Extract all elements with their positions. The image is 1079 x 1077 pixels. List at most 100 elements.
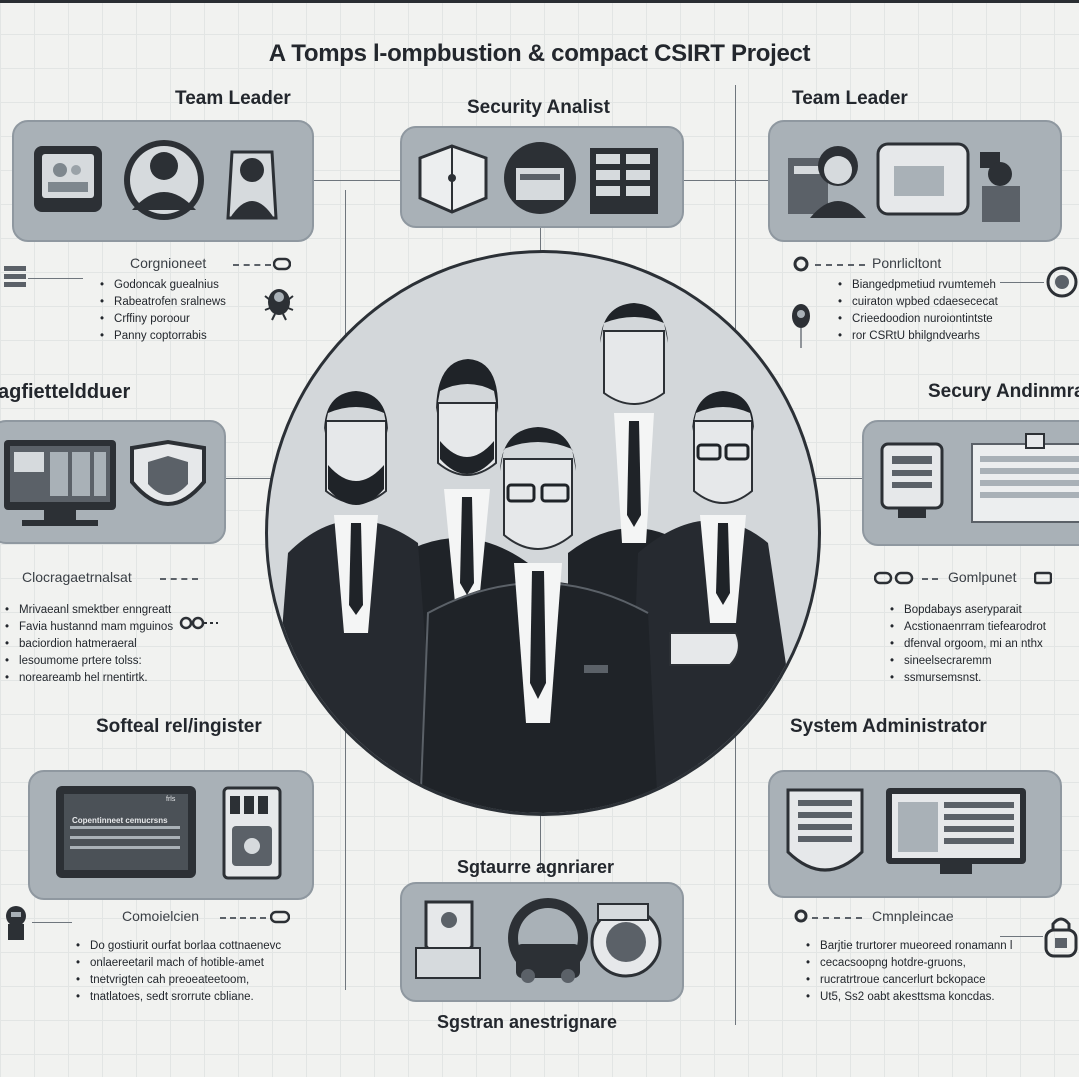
list-item: baciordion hatmeraeral: [5, 636, 173, 653]
connector-top-left: [310, 180, 400, 181]
role-top-center: Security Analist: [467, 97, 610, 118]
panel-mid-left: [0, 420, 226, 544]
gear-icon: [793, 256, 809, 272]
dash-top-right: [815, 264, 865, 266]
dash-low-left: [220, 917, 266, 919]
role-mid-left: agfietteldduer: [0, 381, 131, 403]
list-item: Crieedoodion nuroiontintste: [838, 311, 998, 328]
list-item: Ut5, Ss2 oabt akesttsma koncdas.: [806, 989, 1012, 1006]
chip-icon: [1034, 571, 1052, 585]
connector-mid-left: [225, 478, 275, 479]
workstation-illustration: [34, 140, 278, 220]
connector-icon-top-right: [1000, 282, 1044, 283]
link-icon: [270, 910, 290, 924]
role-top-left: Team Leader: [175, 88, 291, 109]
team-hub: [265, 250, 821, 816]
admin-illustration: [880, 433, 1079, 523]
subhead-mid-left: Clocragaetrnalsat: [22, 569, 132, 585]
panel-mid-right: [862, 420, 1079, 546]
list-item: Godoncak guealnius: [100, 277, 226, 294]
list-item: tnetvrigten cah preoeateetoom,: [76, 972, 281, 989]
lock-icon: [1044, 917, 1078, 958]
panel-top-left: [12, 120, 314, 242]
list-item: ssmursemsnst.: [890, 670, 1046, 687]
list-item: noreareamb hel rnentirtk.: [5, 670, 173, 687]
list-item: Bopdabays aseryparait: [890, 602, 1046, 619]
list-item: ror CSRtU bhilgndvearhs: [838, 328, 998, 345]
dashboard-screen-header: Copentinneet cemucrsns: [72, 816, 168, 825]
connector-server-top-left: [28, 278, 83, 279]
dash-top-left: [233, 264, 271, 266]
list-mid-left: Mrivaeanl smektber enngreatt Favia husta…: [5, 602, 173, 687]
role-bottom-center-top: Sgtaurre agnriarer: [457, 857, 615, 877]
team-member-front: [418, 427, 658, 813]
dash-mid-right: [922, 578, 938, 580]
robot-icon: [6, 906, 26, 940]
gear-icon: [794, 909, 808, 923]
lightbulb-icon: [792, 304, 810, 348]
security-illustration: [418, 142, 658, 214]
role-low-right: System Administrator: [790, 716, 987, 737]
subhead-mid-right: Gomlpunet: [948, 569, 1017, 585]
connector-center-top: [540, 225, 541, 265]
connector-icon-low-right: [1000, 936, 1043, 937]
list-item: cuiraton wpbed cdaesececat: [838, 294, 998, 311]
list-top-right: Biangedpmetiud rvumtemeh cuiraton wpbed …: [838, 277, 998, 345]
list-item: Crffiny poroour: [100, 311, 226, 328]
subhead-top-right: Ponrlicltont: [872, 255, 942, 271]
list-item: tnatlatoes, sedt srorrute cbliane.: [76, 989, 281, 1006]
dashboard-tab-label: frls: [166, 796, 176, 803]
team-member-right: [628, 391, 808, 813]
team-member-left: [268, 391, 438, 813]
panel-top-right: [768, 120, 1062, 242]
subhead-top-left: Corgnioneet: [130, 255, 207, 271]
list-item: dfenval orgoom, mi an nthx: [890, 636, 1046, 653]
subhead-low-left: Comoielcien: [122, 908, 200, 924]
connector-icon-low-left: [32, 922, 72, 923]
page-title: A Tomps l-ompbustion & compact CSIRT Pro…: [268, 40, 811, 67]
dashboard-illustration: [56, 786, 282, 880]
list-item: Barjtie trurtorer mueoreed ronamann l: [806, 938, 1012, 955]
list-item: sineelsecraremm: [890, 653, 1046, 670]
list-low-right: Barjtie trurtorer mueoreed ronamann l ce…: [806, 938, 1012, 1006]
list-item: Do gostiurit ourfat borlaa cottnaenevc: [76, 938, 281, 955]
bug-icon: [1046, 266, 1078, 298]
list-mid-right: Bopdabays aseryparait Acstionaenrram tie…: [890, 602, 1046, 687]
list-low-left: Do gostiurit ourfat borlaa cottnaenevc o…: [76, 938, 281, 1006]
connector-top-right: [680, 180, 770, 181]
list-item: Mrivaeanl smektber enngreatt: [5, 602, 173, 619]
subhead-low-right: Cmnpleincae: [872, 908, 954, 924]
list-item: Acstionaenrram tiefearodrot: [890, 619, 1046, 636]
list-item: Biangedpmetiud rvumtemeh: [838, 277, 998, 294]
list-item: cecacsoopng hotdre-gruons,: [806, 955, 1012, 972]
role-top-right: Team Leader: [792, 88, 908, 109]
list-item: Rabeatrofen sralnews: [100, 294, 226, 311]
software-illustration: [415, 898, 662, 983]
dash-low-right: [812, 917, 862, 919]
panel-low-right: [768, 770, 1062, 898]
bug-icon: [264, 289, 294, 321]
link-icon: [179, 616, 218, 630]
connector-mid-right: [810, 478, 865, 479]
link-icon: [273, 257, 291, 271]
role-bottom-center-bottom: Sgstran anestrignare: [437, 1012, 618, 1032]
list-item: onlaereetaril mach of hotible-amet: [76, 955, 281, 972]
dash-mid-left: [160, 578, 198, 580]
panel-bottom-center: [400, 882, 684, 1002]
computer-illustration: [4, 439, 206, 526]
analyst-illustration: [788, 142, 1020, 222]
list-top-left: Godoncak guealnius Rabeatrofen sralnews …: [100, 277, 226, 345]
role-mid-right: Secury Andinmraı: [928, 381, 1079, 402]
server-icon: [4, 266, 26, 287]
panel-top-center: [400, 126, 684, 228]
list-item: rucratrtroue cancerlurt bckopace: [806, 972, 1012, 989]
list-item: Panny coptorrabis: [100, 328, 226, 345]
top-border: [0, 0, 1079, 3]
list-item: Favia hustannd mam mguinos: [5, 619, 173, 636]
connector-center-bottom: [540, 790, 541, 870]
list-item: lesoumome prtere tolss:: [5, 653, 173, 670]
panel-low-left: Copentinneet cemucrsns frls: [28, 770, 314, 900]
team-illustration: [268, 303, 808, 813]
link-icon: [874, 571, 914, 585]
role-low-left: Softeal rel/ingister: [96, 716, 262, 737]
